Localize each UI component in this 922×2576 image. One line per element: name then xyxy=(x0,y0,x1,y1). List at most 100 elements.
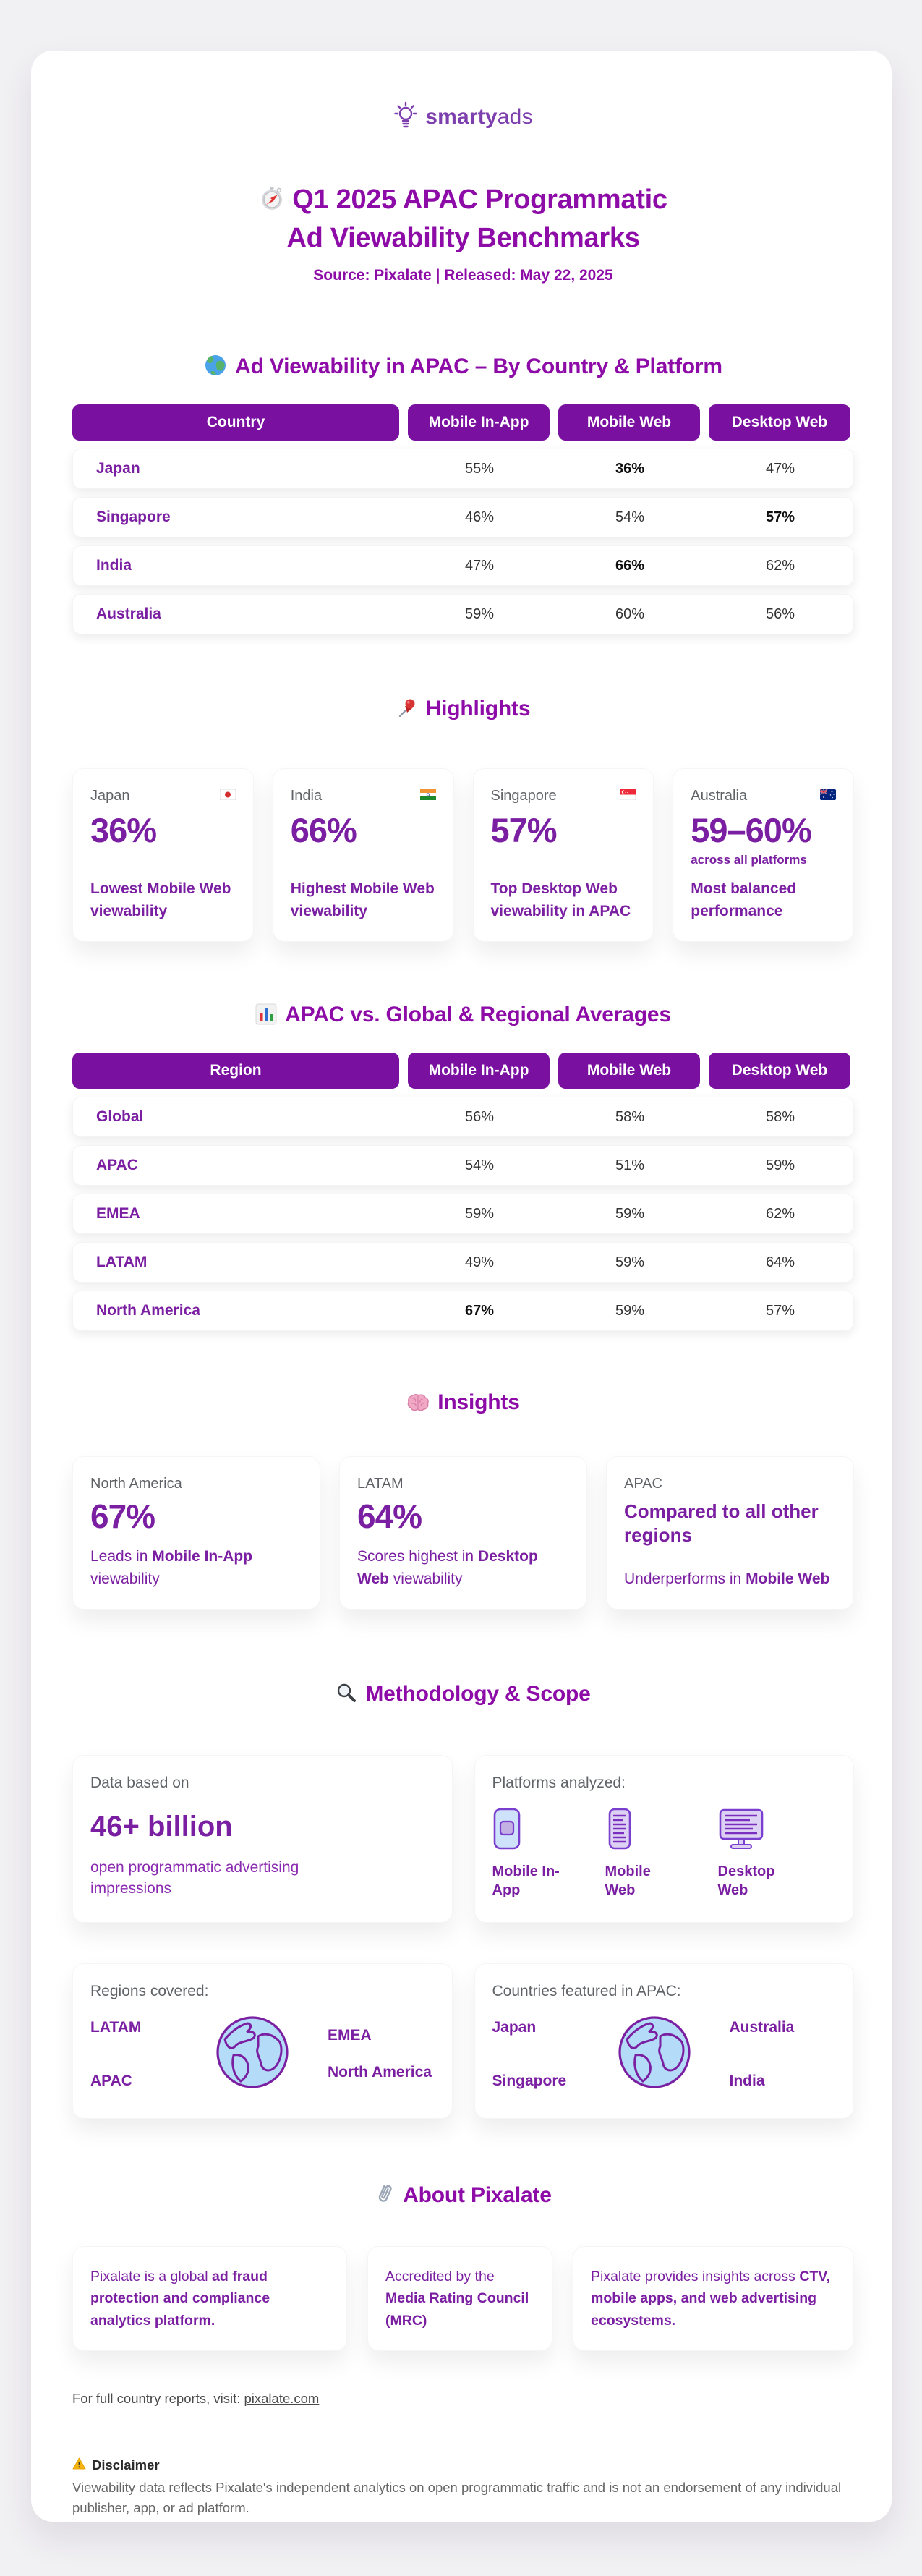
region-item: LATAM xyxy=(90,2018,142,2036)
country-item: India xyxy=(729,2072,765,2089)
about-text: Accredited by the Media Rating Council (… xyxy=(385,2269,529,2329)
mobile-web-icon xyxy=(605,1808,634,1853)
region-name: EMEA xyxy=(96,1205,140,1223)
insight-desc: Leads in Mobile In-App viewability xyxy=(90,1548,253,1587)
regions-card: Regions covered: LATAM APAC EMEA N xyxy=(72,1963,453,2120)
about-cards: Pixalate is a global ad fraud protection… xyxy=(72,2246,854,2351)
data-volume-card: Data based on 46+ billion open programma… xyxy=(72,1755,453,1924)
cell-value: 47% xyxy=(464,557,495,574)
cell-value: 51% xyxy=(615,1157,645,1173)
highlight-country: India xyxy=(290,788,323,804)
india-flag-icon xyxy=(419,788,436,804)
highlight-value: 36% xyxy=(90,811,157,850)
data-card-label: Data based on xyxy=(90,1774,189,1792)
platforms-label: Platforms analyzed: xyxy=(492,1774,626,1792)
globe-asia-icon xyxy=(204,354,227,383)
lightbulb-icon xyxy=(393,101,418,134)
section-title-insights: Insights xyxy=(72,1390,854,1419)
insight-headline: Compared to all other regions xyxy=(624,1500,819,1546)
globe-icon xyxy=(617,2015,692,2093)
highlight-country: Australia xyxy=(691,788,748,804)
cell-value: 59% xyxy=(464,605,495,622)
disclaimer-text: Viewability data reflects Pixalate's ind… xyxy=(72,2479,842,2515)
japan-flag-icon xyxy=(219,788,236,804)
highlight-desc: Most balanced performance xyxy=(691,880,797,919)
column-header-mobile-web: Mobile Web xyxy=(558,1053,700,1089)
about-text: Pixalate is a global ad fraud protection… xyxy=(90,2269,270,2329)
cell-value: 57% xyxy=(765,509,795,525)
page-title: Q1 2025 APAC Programmatic Ad Viewability… xyxy=(72,182,854,255)
regions-label: Regions covered: xyxy=(90,1983,209,2000)
table-row: Japan 55% 36% 47% xyxy=(72,449,854,490)
insight-desc: Scores highest in Desktop Web viewabilit… xyxy=(357,1548,538,1587)
infographic-card: smartyads Q1 2025 APAC Programmatic Ad V… xyxy=(31,51,892,2522)
bar-chart-icon xyxy=(255,1003,277,1031)
highlight-card-japan: Japan 36% Lowest Mobile Web viewability xyxy=(72,768,254,943)
cell-value: 59% xyxy=(765,1157,795,1173)
data-card-value: 46+ billion xyxy=(90,1811,233,1843)
cell-value: 46% xyxy=(464,509,495,525)
cell-value: 36% xyxy=(615,460,645,477)
table-row: APAC 54% 51% 59% xyxy=(72,1145,854,1186)
cell-value: 59% xyxy=(464,1205,495,1222)
data-card-desc: open programmatic advertising impression… xyxy=(90,1859,299,1897)
insight-cards: North America 67% Leads in Mobile In-App… xyxy=(72,1456,854,1610)
highlight-value: 57% xyxy=(490,811,558,850)
section-title-methodology: Methodology & Scope xyxy=(72,1682,854,1710)
cell-value: 62% xyxy=(765,1205,795,1222)
disclaimer: Disclaimer Viewability data reflects Pix… xyxy=(72,2457,854,2518)
country-item: Australia xyxy=(729,2018,795,2036)
brain-icon xyxy=(406,1393,430,1419)
table-row: North America 67% 59% 57% xyxy=(72,1291,854,1332)
countries-label: Countries featured in APAC: xyxy=(492,1983,681,2000)
compass-icon xyxy=(259,185,285,221)
cell-value: 59% xyxy=(615,1205,645,1222)
pixalate-link[interactable]: pixalate.com xyxy=(244,2390,320,2406)
section-title-highlights: Highlights xyxy=(72,697,854,725)
disclaimer-title: Disclaimer xyxy=(72,2457,854,2473)
cell-value: 62% xyxy=(765,557,795,574)
platforms-card: Platforms analyzed: Mobile In-App xyxy=(474,1755,854,1924)
highlight-value: 59–60% xyxy=(691,811,811,850)
highlight-desc: Top Desktop Web viewability in APAC xyxy=(490,880,631,919)
platform-label: Mobile In-App xyxy=(492,1863,560,1899)
highlight-value: 66% xyxy=(290,811,357,850)
methodology-row-2: Regions covered: LATAM APAC EMEA N xyxy=(72,1923,854,2120)
cell-value: 66% xyxy=(615,557,645,574)
section-title-country: Ad Viewability in APAC – By Country & Pl… xyxy=(72,354,854,383)
highlight-desc: Lowest Mobile Web viewability xyxy=(90,880,231,919)
column-header-region: Region xyxy=(72,1053,399,1089)
platform-item: Mobile Web xyxy=(605,1808,675,1900)
australia-flag-icon xyxy=(819,788,836,804)
country-item: Japan xyxy=(492,2018,537,2036)
highlight-card-australia: Australia 59–60% across all platforms Mo… xyxy=(673,768,854,943)
country-name: Singapore xyxy=(96,509,171,526)
section-title-regional: APAC vs. Global & Regional Averages xyxy=(72,1003,854,1031)
cell-value: 57% xyxy=(765,1302,795,1319)
cell-value: 47% xyxy=(765,460,795,477)
region-item: EMEA xyxy=(328,2026,372,2044)
about-card: Pixalate provides insights across CTV, m… xyxy=(573,2246,854,2351)
region-name: North America xyxy=(96,1302,200,1319)
insight-label: LATAM xyxy=(357,1476,404,1492)
platform-item: Mobile In-App xyxy=(492,1808,562,1900)
platform-label: Mobile Web xyxy=(605,1863,651,1899)
globe-icon xyxy=(215,2015,290,2093)
insight-desc: Underperforms in Mobile Web xyxy=(624,1570,830,1587)
insight-label: North America xyxy=(90,1476,182,1492)
pushpin-icon xyxy=(396,697,418,725)
insight-label: APAC xyxy=(624,1476,662,1492)
cell-value: 54% xyxy=(464,1157,495,1173)
column-header-desktop-web: Desktop Web xyxy=(709,1053,850,1089)
mobile-in-app-icon xyxy=(492,1808,521,1853)
cell-value: 56% xyxy=(464,1108,495,1125)
country-item: Singapore xyxy=(492,2072,567,2089)
highlight-subtitle: across all platforms xyxy=(691,853,807,867)
smartyads-logo: smartyads xyxy=(72,95,854,139)
country-name: Australia xyxy=(96,605,161,623)
about-text: Pixalate provides insights across CTV, m… xyxy=(591,2269,830,2329)
singapore-flag-icon xyxy=(619,788,636,804)
platform-label: Desktop Web xyxy=(717,1863,775,1899)
region-name: Global xyxy=(96,1108,144,1126)
cell-value: 64% xyxy=(765,1254,795,1270)
